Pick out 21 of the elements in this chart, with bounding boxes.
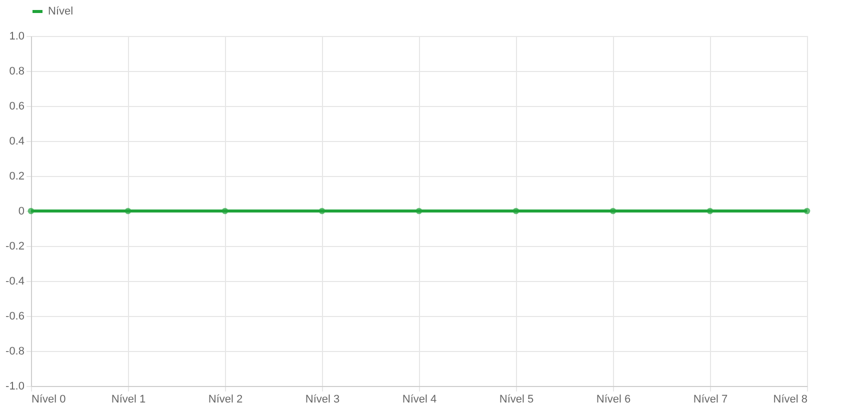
x-tick-label: Nível 4 bbox=[402, 394, 437, 406]
y-tick-label: 0.2 bbox=[9, 170, 24, 182]
y-tick-label: -0.2 bbox=[6, 240, 24, 252]
y-tick-label: 0.4 bbox=[9, 136, 24, 148]
y-tick-label: 0.8 bbox=[9, 66, 24, 78]
x-tick-label: Nível 2 bbox=[208, 394, 243, 406]
x-tick-label: Nível 0 bbox=[32, 394, 66, 406]
y-tick-label: -1.0 bbox=[6, 380, 24, 392]
y-tick-label: -0.4 bbox=[6, 276, 24, 288]
x-tick-label: Nível 6 bbox=[596, 394, 631, 406]
y-tick-label: 0.6 bbox=[9, 100, 24, 112]
x-tick-label: Nível 8 bbox=[773, 394, 808, 406]
x-tick-label: Nível 1 bbox=[111, 394, 146, 406]
x-tick-label: Nível 7 bbox=[693, 394, 728, 406]
y-tick-label: 1.0 bbox=[9, 30, 24, 42]
legend-label: Nível bbox=[48, 6, 74, 18]
y-tick-label: -0.8 bbox=[6, 346, 24, 358]
x-tick-label: Nível 5 bbox=[499, 394, 534, 406]
y-tick-label: 0 bbox=[18, 206, 24, 218]
x-tick-label: Nível 3 bbox=[305, 394, 340, 406]
y-tick-label: -0.6 bbox=[6, 310, 24, 322]
